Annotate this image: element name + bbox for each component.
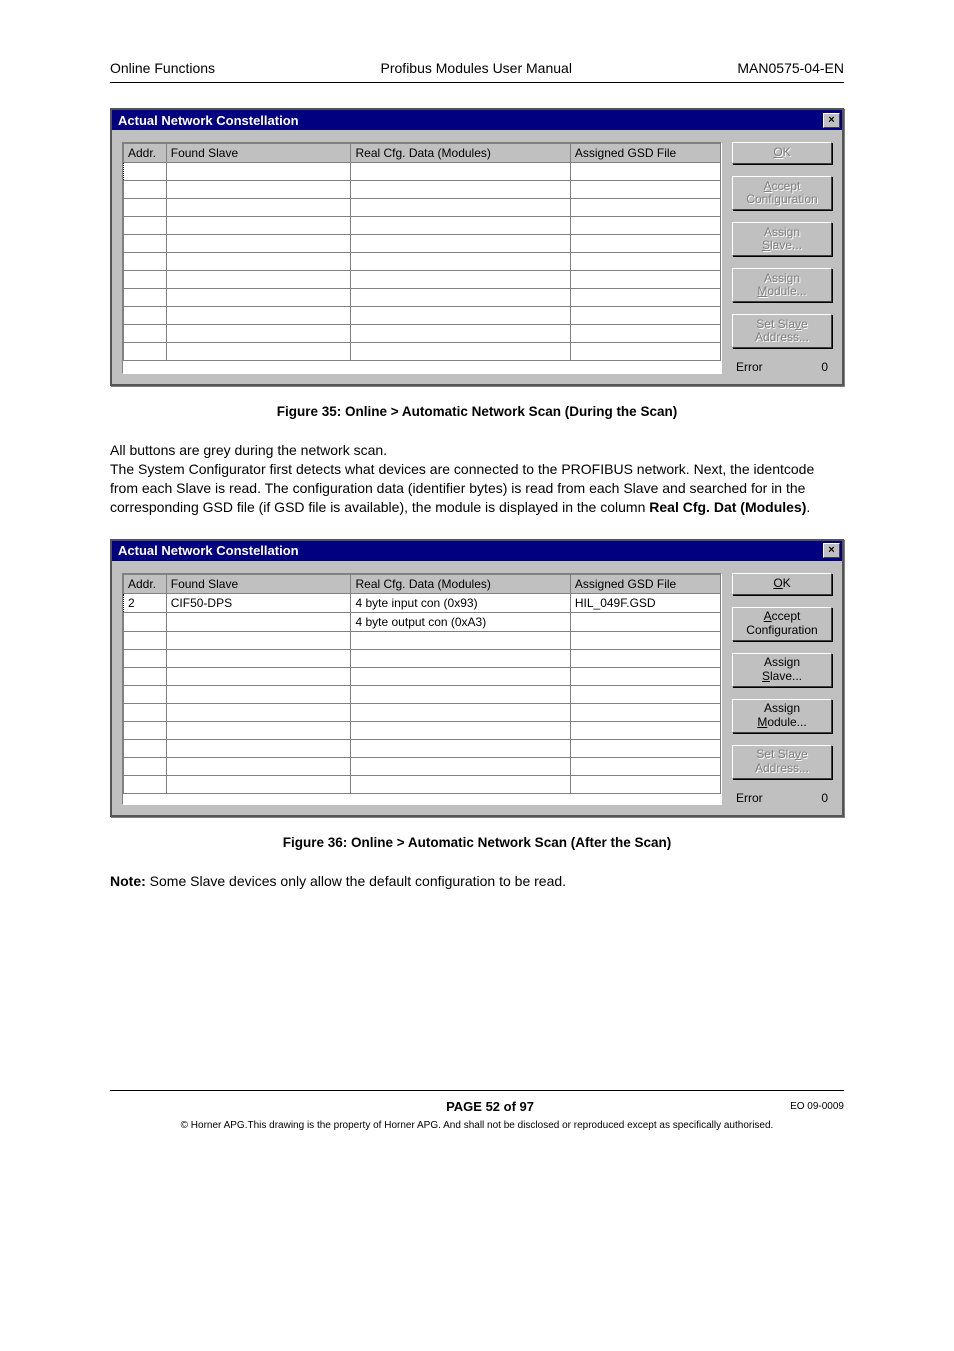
col-addr: Addr.	[124, 574, 167, 593]
table-row	[124, 253, 721, 271]
accept-configuration-button[interactable]: AcceptConfiguration	[732, 607, 832, 641]
dialog-title: Actual Network Constellation	[118, 113, 299, 128]
ok-button[interactable]: OK	[732, 142, 832, 164]
col-addr: Addr.	[124, 144, 167, 163]
table-row	[124, 217, 721, 235]
error-status: Error 0	[732, 360, 832, 374]
table-row: 4 byte output con (0xA3)	[124, 612, 721, 631]
col-found-slave: Found Slave	[166, 574, 351, 593]
col-real-cfg: Real Cfg. Data (Modules)	[351, 144, 570, 163]
page-footer: PAGE 52 of 97 EO 09-0009 © Horner APG.Th…	[110, 1090, 844, 1131]
col-real-cfg: Real Cfg. Data (Modules)	[351, 574, 570, 593]
table-row	[124, 343, 721, 361]
table-row	[124, 163, 721, 181]
table-row	[124, 631, 721, 649]
table-row	[124, 325, 721, 343]
set-slave-address-button[interactable]: Set SlaveAddress...	[732, 314, 832, 348]
table-row	[124, 703, 721, 721]
scan-results-table: Addr. Found Slave Real Cfg. Data (Module…	[122, 573, 722, 805]
header-center: Profibus Modules User Manual	[381, 60, 572, 76]
figure-36-caption: Figure 36: Online > Automatic Network Sc…	[110, 835, 844, 850]
header-left: Online Functions	[110, 60, 215, 76]
table-row	[124, 739, 721, 757]
note-paragraph: Note: Some Slave devices only allow the …	[110, 872, 844, 891]
assign-slave-button[interactable]: AssignSlave...	[732, 653, 832, 687]
table-row	[124, 181, 721, 199]
table-row	[124, 775, 721, 793]
table-row	[124, 721, 721, 739]
table-row	[124, 307, 721, 325]
assign-module-button[interactable]: AssignModule...	[732, 268, 832, 302]
dialog-title: Actual Network Constellation	[118, 543, 299, 558]
table-row	[124, 271, 721, 289]
table-row	[124, 685, 721, 703]
close-icon[interactable]: ×	[823, 113, 840, 128]
scan-results-table: Addr. Found Slave Real Cfg. Data (Module…	[122, 142, 722, 374]
set-slave-address-button[interactable]: Set SlaveAddress...	[732, 745, 832, 779]
page-header: Online Functions Profibus Modules User M…	[110, 60, 844, 83]
header-right: MAN0575-04-EN	[737, 60, 844, 76]
close-icon[interactable]: ×	[823, 543, 840, 558]
col-found-slave: Found Slave	[166, 144, 351, 163]
table-row	[124, 757, 721, 775]
assign-module-button[interactable]: AssignModule...	[732, 699, 832, 733]
ok-button[interactable]: OK	[732, 573, 832, 595]
assign-slave-button[interactable]: AssignSlave...	[732, 222, 832, 256]
col-assigned-gsd: Assigned GSD File	[570, 574, 720, 593]
dialog-during-scan: Actual Network Constellation × Addr. Fou…	[110, 108, 844, 386]
table-row	[124, 289, 721, 307]
table-row	[124, 199, 721, 217]
table-row	[124, 649, 721, 667]
dialog-after-scan: Actual Network Constellation × Addr. Fou…	[110, 539, 844, 817]
table-row	[124, 667, 721, 685]
body-paragraph: All buttons are grey during the network …	[110, 441, 844, 517]
figure-35-caption: Figure 35: Online > Automatic Network Sc…	[110, 404, 844, 419]
copyright-text: © Horner APG.This drawing is the propert…	[110, 1120, 844, 1131]
col-assigned-gsd: Assigned GSD File	[570, 144, 720, 163]
error-status: Error 0	[732, 791, 832, 805]
accept-configuration-button[interactable]: AcceptConfiguration	[732, 176, 832, 210]
eo-number: EO 09-0009	[790, 1101, 844, 1112]
table-row	[124, 235, 721, 253]
page-number: PAGE 52 of 97	[190, 1099, 790, 1114]
table-row: 2CIF50-DPS4 byte input con (0x93)HIL_049…	[124, 593, 721, 612]
